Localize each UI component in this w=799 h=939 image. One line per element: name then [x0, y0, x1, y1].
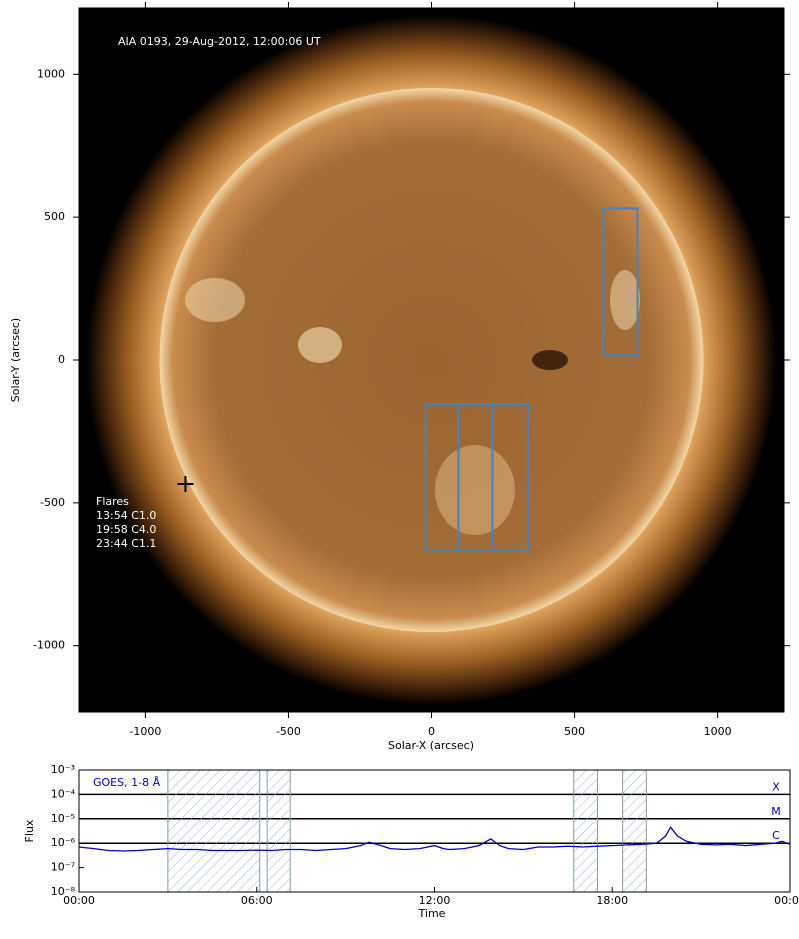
flare-legend-line: Flares — [96, 495, 129, 508]
shaded-interval — [573, 769, 598, 893]
image-annotation: AIA 0193, 29-Aug-2012, 12:00:06 UT — [118, 35, 321, 48]
y-tick-label: 0 — [58, 353, 65, 366]
y-tick-label: 1000 — [37, 67, 65, 80]
flare-marker — [177, 476, 194, 492]
active-region — [298, 327, 342, 363]
x-tick-label: 06:00 — [241, 894, 273, 907]
shaded-interval — [266, 769, 291, 893]
class-label: M — [771, 805, 781, 818]
goes-annotation: GOES, 1-8 Å — [93, 776, 161, 789]
y-tick-label: 10⁻⁵ — [51, 812, 75, 825]
x-tick-label: 0 — [428, 725, 435, 738]
y-tick-label: 10⁻⁸ — [51, 885, 76, 898]
solar-image — [79, 8, 784, 712]
x-tick-label: 18:00 — [596, 894, 628, 907]
flare-legend-line: 23:44 C1.1 — [96, 537, 156, 550]
region-box — [491, 403, 530, 552]
y-tick-label: 10⁻⁶ — [51, 836, 76, 849]
x-tick-label: -1000 — [129, 725, 161, 738]
x-tick-label: 500 — [564, 725, 585, 738]
x-tick-label: -500 — [276, 725, 301, 738]
x-axis-label: Time — [418, 907, 446, 920]
active-region — [610, 270, 640, 330]
active-region — [185, 278, 245, 322]
y-axis-label: Flux — [23, 819, 36, 842]
coronal-hole — [532, 350, 568, 370]
flux-line — [79, 826, 790, 852]
x-tick-label: 00:00 — [63, 894, 95, 907]
y-tick-label: 10⁻³ — [51, 763, 75, 776]
class-label: C — [772, 829, 780, 842]
shaded-interval — [622, 769, 647, 893]
x-tick-label: 12:00 — [419, 894, 451, 907]
y-tick-label: -500 — [40, 496, 65, 509]
y-tick-label: 10⁻⁷ — [51, 861, 75, 874]
x-tick-label: 1000 — [704, 725, 732, 738]
flare-legend-line: 13:54 C1.0 — [96, 509, 156, 522]
y-tick-label: -1000 — [33, 639, 65, 652]
x-axis-label: Solar-X (arcsec) — [388, 739, 474, 752]
y-tick-label: 500 — [44, 210, 65, 223]
region-box — [602, 207, 639, 357]
y-axis-label: Solar-Y (arcsec) — [9, 318, 22, 402]
x-tick-label: 00:00 — [774, 894, 799, 907]
flare-legend-line: 19:58 C4.0 — [96, 523, 156, 536]
active-region — [435, 445, 515, 535]
class-label: X — [772, 780, 780, 793]
solar-disk — [159, 88, 704, 632]
y-tick-label: 10⁻⁴ — [51, 787, 76, 800]
shaded-interval — [167, 769, 261, 893]
